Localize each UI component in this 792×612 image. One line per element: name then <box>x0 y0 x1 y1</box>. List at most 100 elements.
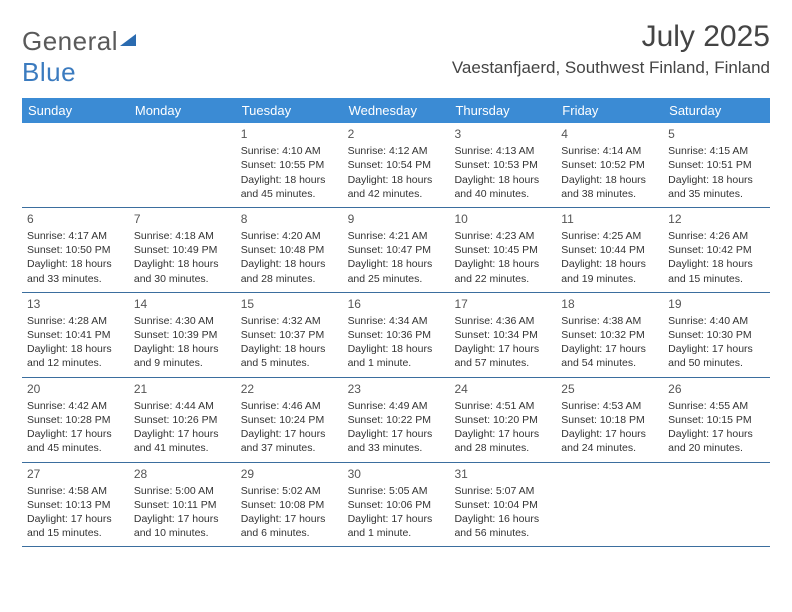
sunrise-line: Sunrise: 4:40 AM <box>668 314 766 328</box>
day-number: 30 <box>348 466 446 482</box>
calendar-day-cell: 25 Sunrise: 4:53 AMSunset: 10:18 PMDaylig… <box>556 378 663 462</box>
sunset-line: Sunset: 10:39 PM <box>134 328 232 342</box>
day-number: 17 <box>454 296 552 312</box>
sunset-line: Sunset: 10:55 PM <box>241 158 339 172</box>
calendar-day-cell: 9Sunrise: 4:21 AMSunset: 10:47 PMDayligh… <box>343 208 450 292</box>
calendar-day-cell: 26 Sunrise: 4:55 AMSunset: 10:15 PMDaylig… <box>663 378 770 462</box>
logo-part2: Blue <box>22 57 76 87</box>
day-number: 20 <box>27 381 125 397</box>
sunrise-line: Sunrise: 4:17 AM <box>27 229 125 243</box>
sunset-line: Sunset: 10:34 PM <box>454 328 552 342</box>
calendar-day-cell: 30Sunrise: 5:05 AMSunset: 10:06 PMDaylig… <box>343 463 450 547</box>
sunrise-line: Sunrise: 4:25 AM <box>561 229 659 243</box>
calendar-day-cell: 27Sunrise: 4:58 AMSunset: 10:13 PMDaylig… <box>22 463 129 547</box>
weekday-header: Saturday <box>663 98 770 123</box>
daylight-line: Daylight: 16 hours and 56 minutes. <box>454 512 552 540</box>
day-number: 1 <box>241 126 339 142</box>
daylight-line: Daylight: 17 hours and 37 minutes. <box>241 427 339 455</box>
sunrise-line: Sunrise: 4:28 AM <box>27 314 125 328</box>
sunrise-line: Sunrise: 4:38 AM <box>561 314 659 328</box>
calendar-day-cell: 13Sunrise: 4:28 AMSunset: 10:41 PMDaylig… <box>22 293 129 377</box>
sunset-line: Sunset: 10:52 PM <box>561 158 659 172</box>
daylight-line: Daylight: 17 hours and 20 minutes. <box>668 427 766 455</box>
calendar-grid: Sunday Monday Tuesday Wednesday Thursday… <box>22 98 770 547</box>
sunset-line: Sunset: 10:37 PM <box>241 328 339 342</box>
day-number: 26 <box>668 381 766 397</box>
sunrise-line: Sunrise: 4:42 AM <box>27 399 125 413</box>
sunrise-line: Sunrise: 4:26 AM <box>668 229 766 243</box>
sunrise-line: Sunrise: 4:18 AM <box>134 229 232 243</box>
daylight-line: Daylight: 17 hours and 54 minutes. <box>561 342 659 370</box>
sunset-line: Sunset: 10:13 PM <box>27 498 125 512</box>
brand-logo: GeneralBlue <box>22 26 138 88</box>
calendar-day-cell: 20Sunrise: 4:42 AMSunset: 10:28 PMDaylig… <box>22 378 129 462</box>
sunrise-line: Sunrise: 4:12 AM <box>348 144 446 158</box>
daylight-line: Daylight: 17 hours and 33 minutes. <box>348 427 446 455</box>
logo-triangle-icon <box>118 30 138 50</box>
daylight-line: Daylight: 17 hours and 24 minutes. <box>561 427 659 455</box>
day-number: 29 <box>241 466 339 482</box>
weekday-header: Thursday <box>449 98 556 123</box>
sunrise-line: Sunrise: 5:05 AM <box>348 484 446 498</box>
calendar-row: 1Sunrise: 4:10 AMSunset: 10:55 PMDayligh… <box>22 123 770 208</box>
day-number: 8 <box>241 211 339 227</box>
day-number: 31 <box>454 466 552 482</box>
day-number: 7 <box>134 211 232 227</box>
sunrise-line: Sunrise: 5:02 AM <box>241 484 339 498</box>
day-number: 23 <box>348 381 446 397</box>
daylight-line: Daylight: 18 hours and 5 minutes. <box>241 342 339 370</box>
calendar-day-cell: 31Sunrise: 5:07 AMSunset: 10:04 PMDaylig… <box>449 463 556 547</box>
daylight-line: Daylight: 18 hours and 25 minutes. <box>348 257 446 285</box>
calendar-day-cell: 14Sunrise: 4:30 AMSunset: 10:39 PMDaylig… <box>129 293 236 377</box>
calendar-day-cell: 16Sunrise: 4:34 AMSunset: 10:36 PMDaylig… <box>343 293 450 377</box>
calendar-day-cell: 17Sunrise: 4:36 AMSunset: 10:34 PMDaylig… <box>449 293 556 377</box>
sunrise-line: Sunrise: 4:20 AM <box>241 229 339 243</box>
daylight-line: Daylight: 18 hours and 33 minutes. <box>27 257 125 285</box>
sunrise-line: Sunrise: 4:53 AM <box>561 399 659 413</box>
sunrise-line: Sunrise: 4:14 AM <box>561 144 659 158</box>
day-number: 5 <box>668 126 766 142</box>
daylight-line: Daylight: 18 hours and 9 minutes. <box>134 342 232 370</box>
daylight-line: Daylight: 18 hours and 38 minutes. <box>561 173 659 201</box>
sunset-line: Sunset: 10:42 PM <box>668 243 766 257</box>
calendar-day-cell: 8Sunrise: 4:20 AMSunset: 10:48 PMDayligh… <box>236 208 343 292</box>
day-number: 2 <box>348 126 446 142</box>
logo-text: GeneralBlue <box>22 26 138 88</box>
daylight-line: Daylight: 17 hours and 57 minutes. <box>454 342 552 370</box>
daylight-line: Daylight: 18 hours and 40 minutes. <box>454 173 552 201</box>
day-number: 22 <box>241 381 339 397</box>
sunrise-line: Sunrise: 5:00 AM <box>134 484 232 498</box>
sunrise-line: Sunrise: 4:44 AM <box>134 399 232 413</box>
calendar-day-cell: 7Sunrise: 4:18 AMSunset: 10:49 PMDayligh… <box>129 208 236 292</box>
calendar-page: GeneralBlue July 2025 Vaestanfjaerd, Sou… <box>0 0 792 567</box>
calendar-day-cell: 19Sunrise: 4:40 AMSunset: 10:30 PMDaylig… <box>663 293 770 377</box>
weekday-header: Sunday <box>22 98 129 123</box>
sunrise-line: Sunrise: 4:55 AM <box>668 399 766 413</box>
daylight-line: Daylight: 18 hours and 15 minutes. <box>668 257 766 285</box>
day-number: 25 <box>561 381 659 397</box>
sunset-line: Sunset: 10:54 PM <box>348 158 446 172</box>
day-number: 9 <box>348 211 446 227</box>
daylight-line: Daylight: 18 hours and 1 minute. <box>348 342 446 370</box>
calendar-row: 13Sunrise: 4:28 AMSunset: 10:41 PMDaylig… <box>22 293 770 378</box>
day-number: 10 <box>454 211 552 227</box>
day-number: 12 <box>668 211 766 227</box>
sunset-line: Sunset: 10:18 PM <box>561 413 659 427</box>
sunset-line: Sunset: 10:53 PM <box>454 158 552 172</box>
daylight-line: Daylight: 17 hours and 45 minutes. <box>27 427 125 455</box>
calendar-empty-cell <box>22 123 129 207</box>
calendar-row: 20Sunrise: 4:42 AMSunset: 10:28 PMDaylig… <box>22 378 770 463</box>
sunset-line: Sunset: 10:49 PM <box>134 243 232 257</box>
day-number: 15 <box>241 296 339 312</box>
calendar-day-cell: 22Sunrise: 4:46 AMSunset: 10:24 PMDaylig… <box>236 378 343 462</box>
calendar-empty-cell <box>129 123 236 207</box>
daylight-line: Daylight: 18 hours and 45 minutes. <box>241 173 339 201</box>
daylight-line: Daylight: 17 hours and 50 minutes. <box>668 342 766 370</box>
sunset-line: Sunset: 10:24 PM <box>241 413 339 427</box>
sunrise-line: Sunrise: 4:51 AM <box>454 399 552 413</box>
sunset-line: Sunset: 10:36 PM <box>348 328 446 342</box>
calendar-day-cell: 10Sunrise: 4:23 AMSunset: 10:45 PMDaylig… <box>449 208 556 292</box>
sunset-line: Sunset: 10:15 PM <box>668 413 766 427</box>
sunset-line: Sunset: 10:22 PM <box>348 413 446 427</box>
sunrise-line: Sunrise: 4:32 AM <box>241 314 339 328</box>
